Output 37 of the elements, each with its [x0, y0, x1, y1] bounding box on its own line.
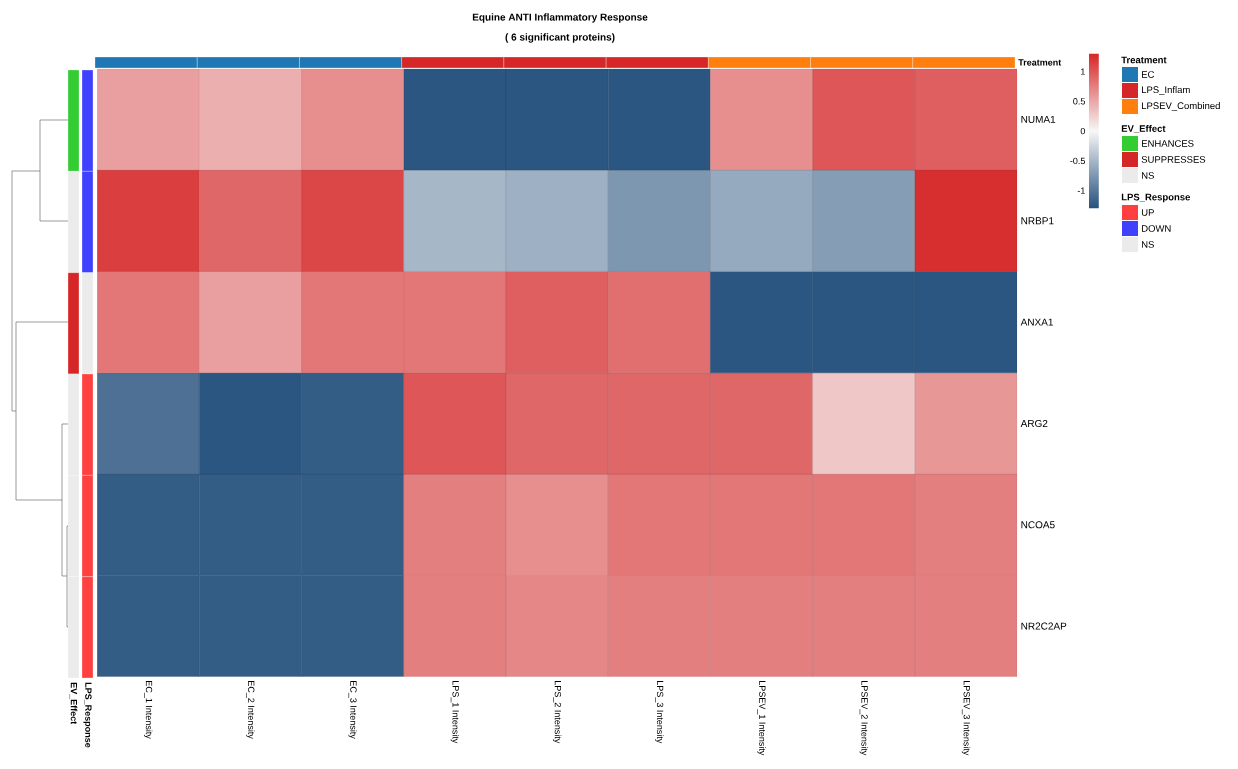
- x-tick-label: LPS_2 Intensity: [552, 681, 562, 744]
- x-tick-label: LPS_1 Intensity: [450, 681, 460, 744]
- legend-label: NS: [1142, 241, 1154, 248]
- color-bar-label: 0.5: [1073, 98, 1085, 105]
- y-tick-label: NRBP1: [1021, 217, 1054, 225]
- text: EV_Effect: [69, 682, 78, 725]
- legend-label: UP: [1141, 209, 1154, 216]
- color-bar-label: -1: [1077, 187, 1085, 194]
- x-tick-label: LPSEV_1 Intensity: [757, 681, 766, 756]
- legend-label: DOWN: [1142, 225, 1171, 232]
- y-tick-label: NCOA5: [1021, 521, 1055, 529]
- x-tick-label: EC_3 Intensity: [348, 681, 357, 739]
- color-bar-label: 1: [1081, 68, 1085, 75]
- text: Treatment: [1018, 59, 1062, 66]
- y-tick-label: ANXA1: [1020, 318, 1053, 326]
- legend-label: LPS_Inflam: [1142, 86, 1190, 95]
- legend-title: LPS_Response: [1121, 193, 1191, 203]
- y-tick-label: NUMA1: [1021, 115, 1056, 123]
- legend-label: EC: [1142, 71, 1155, 78]
- x-tick-label: EC_2 Intensity: [246, 681, 255, 739]
- chart-subtitle: ( 6 significant proteins): [505, 33, 615, 43]
- text: LPS_Response: [83, 682, 92, 748]
- legend-title: EV_Effect: [1121, 124, 1166, 134]
- legend-label: SUPPRESSES: [1141, 156, 1206, 163]
- x-tick-label: LPSEV_3 Intensity: [961, 681, 971, 756]
- legend-label: LPSEV_Combined: [1142, 102, 1220, 111]
- chart-title: Equine ANTI Inflammatory Response: [472, 13, 648, 23]
- legend-label: NS: [1142, 172, 1154, 179]
- x-tick-label: LPS_3 Intensity: [655, 681, 664, 744]
- color-bar-label: -0.5: [1070, 157, 1085, 165]
- x-tick-label: EC_1 Intensity: [144, 681, 153, 739]
- color-bar-label: 0: [1080, 127, 1085, 135]
- y-tick-label: ARG2: [1020, 419, 1048, 427]
- x-tick-label: LPSEV_2 Intensity: [859, 681, 868, 756]
- legend-title: Treatment: [1121, 56, 1167, 64]
- y-tick-label: NR2C2AP: [1021, 622, 1067, 630]
- legend-label: ENHANCES: [1142, 140, 1194, 147]
